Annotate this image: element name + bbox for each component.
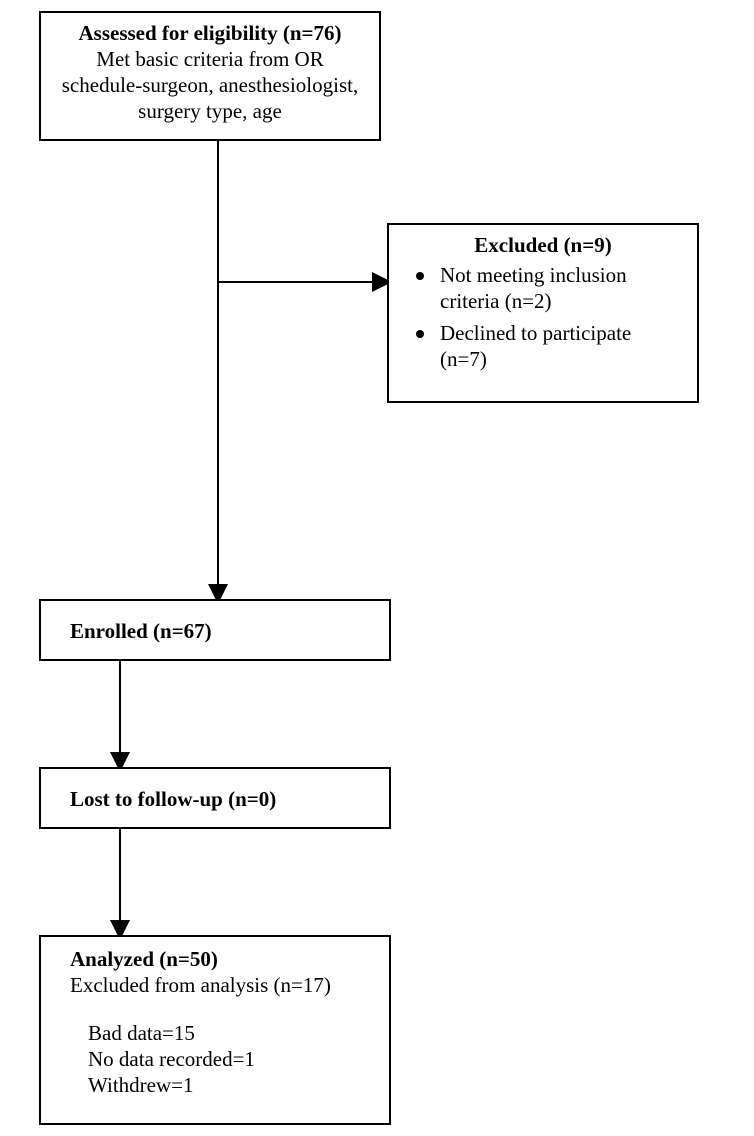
excluded-bullet-line: (n=7) [440, 347, 487, 371]
enrolled-title: Enrolled (n=67) [70, 619, 212, 643]
eligibility-line: surgery type, age [138, 99, 282, 123]
eligibility-line: Met basic criteria from OR [96, 47, 323, 71]
analyzed-detail: Bad data=15 [88, 1021, 195, 1045]
flowchart-canvas: Assessed for eligibility (n=76)Met basic… [0, 0, 754, 1136]
flow-nodes: Assessed for eligibility (n=76)Met basic… [40, 12, 698, 1124]
node-eligibility: Assessed for eligibility (n=76)Met basic… [40, 12, 380, 140]
analyzed-subtitle: Excluded from analysis (n=17) [70, 973, 331, 997]
bullet-icon [416, 330, 424, 338]
analyzed-detail: Withdrew=1 [88, 1073, 193, 1097]
node-enrolled: Enrolled (n=67) [40, 600, 390, 660]
lost-title: Lost to follow-up (n=0) [70, 787, 276, 811]
node-analyzed: Analyzed (n=50)Excluded from analysis (n… [40, 936, 390, 1124]
excluded-bullet-line: criteria (n=2) [440, 289, 552, 313]
analyzed-detail: No data recorded=1 [88, 1047, 255, 1071]
node-excluded: Excluded (n=9) Not meeting inclusioncrite… [388, 224, 698, 402]
excluded-title: Excluded (n=9) [474, 233, 611, 257]
node-lost: Lost to follow-up (n=0) [40, 768, 390, 828]
bullet-icon [416, 272, 424, 280]
eligibility-title: Assessed for eligibility (n=76) [79, 21, 342, 45]
eligibility-line: schedule-surgeon, anesthesiologist, [62, 73, 358, 97]
excluded-bullet-line: Declined to participate [440, 321, 631, 345]
analyzed-title: Analyzed (n=50) [70, 947, 218, 971]
excluded-bullet-line: Not meeting inclusion [440, 263, 627, 287]
